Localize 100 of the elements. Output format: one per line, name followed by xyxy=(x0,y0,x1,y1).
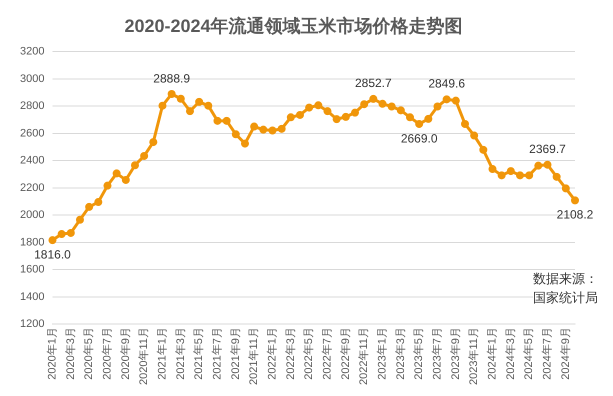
x-tick-label: 2021年3月 xyxy=(174,327,187,380)
x-tick-label: 2021年1月 xyxy=(156,327,169,380)
x-tick-label: 2024年7月 xyxy=(542,327,554,380)
point xyxy=(103,182,112,190)
x-tick-label: 2020年3月 xyxy=(64,327,77,380)
point xyxy=(204,102,212,110)
point xyxy=(506,167,515,176)
chart-title: 2020-2024年流通领域玉米市场价格走势图 xyxy=(124,16,463,36)
point xyxy=(479,146,488,154)
point xyxy=(213,116,222,125)
x-tick-label: 2020年11月 xyxy=(138,327,150,385)
y-tick-label: 1800 xyxy=(20,236,44,248)
x-tick-label: 2022年7月 xyxy=(322,327,334,380)
point xyxy=(360,100,368,108)
x-tick-label: 2022年1月 xyxy=(266,327,279,380)
point xyxy=(112,169,121,178)
point xyxy=(296,110,304,119)
data-label: 2108.2 xyxy=(556,208,594,222)
x-tick-label: 2023年7月 xyxy=(432,327,444,380)
point xyxy=(534,162,542,170)
x-tick-label: 2020年7月 xyxy=(102,327,114,380)
x-tick-label: 2024年9月 xyxy=(560,327,572,380)
y-tick-label: 2600 xyxy=(20,127,44,140)
x-tick-label: 2023年3月 xyxy=(394,327,407,380)
point xyxy=(130,161,139,170)
point xyxy=(232,130,240,138)
point xyxy=(314,101,322,110)
x-tick-label: 2020年5月 xyxy=(83,327,96,380)
x-tick-label: 2021年5月 xyxy=(193,327,206,380)
data-label: 2888.9 xyxy=(153,71,190,86)
point xyxy=(470,132,478,140)
y-tick-label: 1200 xyxy=(20,318,44,330)
point xyxy=(168,90,176,98)
point xyxy=(369,94,378,103)
point xyxy=(58,230,66,238)
y-tick-label: 3000 xyxy=(20,72,44,85)
data-label: 2849.6 xyxy=(428,76,466,91)
point xyxy=(442,95,451,104)
annotation: 数据来源：国家统计局 xyxy=(533,270,605,308)
point xyxy=(94,198,102,206)
point xyxy=(222,116,231,125)
point xyxy=(433,102,442,111)
y-tick-label: 2000 xyxy=(20,209,44,222)
point xyxy=(516,171,524,180)
x-tick-label: 2021年7月 xyxy=(212,327,224,380)
x-tick-label: 2022年11月 xyxy=(358,327,370,385)
point xyxy=(323,107,332,116)
point xyxy=(76,216,84,224)
point xyxy=(342,112,350,121)
point xyxy=(571,196,579,204)
x-tick-label: 2024年1月 xyxy=(486,327,499,380)
point xyxy=(305,104,314,112)
y-tick-label: 1600 xyxy=(20,264,44,276)
point xyxy=(278,124,286,133)
y-tick-label: 2400 xyxy=(20,154,44,167)
point xyxy=(240,140,249,148)
y-tick-label: 2800 xyxy=(20,100,44,112)
x-tick-label: 2023年1月 xyxy=(376,327,389,380)
point xyxy=(140,152,148,160)
data-label: 2369.7 xyxy=(529,142,566,156)
data-label: 1816.0 xyxy=(34,247,72,262)
point xyxy=(544,160,552,169)
point xyxy=(525,171,534,180)
point xyxy=(378,100,386,108)
point xyxy=(562,184,570,192)
x-tick-label: 2022年3月 xyxy=(284,327,297,380)
point xyxy=(259,126,268,134)
point xyxy=(388,102,396,111)
point xyxy=(552,172,561,181)
x-tick-label: 2021年11月 xyxy=(248,327,260,385)
point xyxy=(332,115,341,124)
x-tick-label: 2024年5月 xyxy=(523,327,536,380)
point xyxy=(268,126,276,134)
point xyxy=(415,120,424,128)
x-tick-label: 2023年5月 xyxy=(413,327,426,380)
x-tick-label: 2020年1月 xyxy=(46,327,58,380)
point xyxy=(48,236,56,244)
x-tick-label: 2023年9月 xyxy=(450,327,462,380)
x-tick-label: 2020年9月 xyxy=(120,327,132,380)
point xyxy=(122,176,130,184)
y-tick-label: 3200 xyxy=(20,46,44,58)
point xyxy=(350,108,359,117)
point xyxy=(498,171,506,180)
point xyxy=(186,107,194,116)
y-tick-label: 2200 xyxy=(20,182,44,194)
point xyxy=(406,113,414,122)
point xyxy=(85,202,94,211)
x-tick-label: 2024年3月 xyxy=(504,327,517,380)
data-label: 2669.0 xyxy=(400,131,438,146)
point xyxy=(286,113,295,122)
point xyxy=(66,228,75,237)
point xyxy=(460,120,469,128)
y-tick-label: 1400 xyxy=(20,290,44,303)
x-tick-label: 2023年11月 xyxy=(468,327,480,385)
point xyxy=(488,165,496,174)
point xyxy=(452,96,460,105)
point xyxy=(424,114,432,123)
point xyxy=(176,94,185,103)
x-tick-label: 2022年5月 xyxy=(303,327,316,380)
x-tick-label: 2022年9月 xyxy=(340,327,352,380)
